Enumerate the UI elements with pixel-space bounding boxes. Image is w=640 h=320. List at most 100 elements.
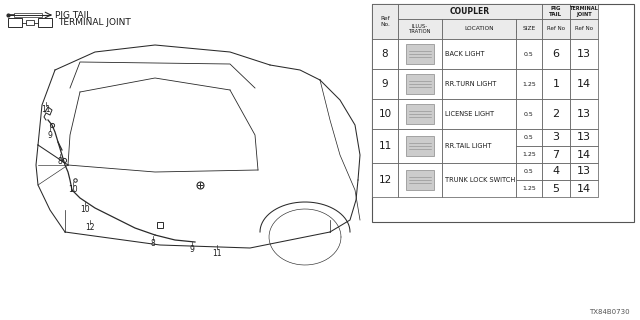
Bar <box>372 129 398 163</box>
Text: BACK LIGHT: BACK LIGHT <box>445 51 484 57</box>
Text: 14: 14 <box>577 183 591 194</box>
Bar <box>542 39 570 69</box>
Bar <box>570 19 598 39</box>
Text: 8: 8 <box>381 49 388 59</box>
Bar <box>406 74 434 94</box>
Text: TERMINAL JOINT: TERMINAL JOINT <box>58 18 131 27</box>
Bar <box>372 4 634 222</box>
Bar <box>516 39 542 69</box>
Bar <box>14 13 42 17</box>
Text: 2: 2 <box>552 109 559 119</box>
Bar <box>542 163 570 180</box>
Bar <box>398 19 442 39</box>
Text: 3: 3 <box>552 132 559 142</box>
Bar <box>442 99 516 129</box>
Text: 1: 1 <box>552 79 559 89</box>
Text: RR.TAIL LIGHT: RR.TAIL LIGHT <box>445 143 492 149</box>
Text: RR.TURN LIGHT: RR.TURN LIGHT <box>445 81 497 87</box>
Bar <box>570 99 598 129</box>
Bar <box>542 180 570 197</box>
Bar <box>570 39 598 69</box>
Bar <box>372 99 398 129</box>
Text: 11: 11 <box>212 249 221 258</box>
Bar <box>398 39 442 69</box>
Text: 0.5: 0.5 <box>524 169 534 174</box>
Bar <box>406 170 434 190</box>
Bar <box>442 19 516 39</box>
Text: FR.: FR. <box>500 25 520 35</box>
Text: 12: 12 <box>378 175 392 185</box>
Text: 14: 14 <box>577 79 591 89</box>
Bar <box>542 99 570 129</box>
Text: PIG
TAIL: PIG TAIL <box>549 6 563 17</box>
Text: 8: 8 <box>150 239 156 249</box>
Bar <box>442 129 516 163</box>
Text: 0.5: 0.5 <box>524 135 534 140</box>
Bar <box>570 146 598 163</box>
Bar <box>406 136 434 156</box>
Bar <box>570 163 598 180</box>
Text: LICENSE LIGHT: LICENSE LIGHT <box>445 111 494 117</box>
Text: SIZE: SIZE <box>522 27 536 31</box>
Bar <box>516 146 542 163</box>
Bar <box>570 4 598 19</box>
Text: TERMINAL
JOINT: TERMINAL JOINT <box>570 6 598 17</box>
Bar <box>442 69 516 99</box>
Text: 7: 7 <box>552 149 559 159</box>
Text: 9: 9 <box>189 245 195 254</box>
Text: ILLUS-
TRATION: ILLUS- TRATION <box>409 24 431 34</box>
Bar <box>26 20 34 25</box>
Text: 13: 13 <box>577 132 591 142</box>
Text: Ref
No.: Ref No. <box>380 16 390 27</box>
Bar <box>406 104 434 124</box>
Bar <box>372 4 398 39</box>
Text: 6: 6 <box>552 49 559 59</box>
Text: 0.5: 0.5 <box>524 52 534 57</box>
Bar <box>570 69 598 99</box>
Bar <box>398 99 442 129</box>
Text: Ref No: Ref No <box>547 27 565 31</box>
Bar <box>516 69 542 99</box>
Text: 10: 10 <box>80 205 90 214</box>
Text: 1.25: 1.25 <box>522 152 536 157</box>
Text: COUPLER: COUPLER <box>450 7 490 16</box>
Bar <box>516 129 542 146</box>
Text: 11: 11 <box>378 141 392 151</box>
Text: 13: 13 <box>577 49 591 59</box>
Bar <box>542 69 570 99</box>
Text: LOCATION: LOCATION <box>464 27 494 31</box>
Text: 1.25: 1.25 <box>522 82 536 86</box>
Bar <box>398 163 442 197</box>
Text: 8: 8 <box>58 157 62 166</box>
Bar <box>570 180 598 197</box>
Bar <box>542 19 570 39</box>
Bar <box>516 163 542 180</box>
Bar <box>398 129 442 163</box>
Text: 9: 9 <box>47 131 52 140</box>
Text: 0.5: 0.5 <box>524 111 534 116</box>
Text: TRUNK LOCK SWITCH: TRUNK LOCK SWITCH <box>445 177 515 183</box>
Text: 5: 5 <box>552 183 559 194</box>
Bar <box>372 39 398 69</box>
Text: 10: 10 <box>378 109 392 119</box>
Bar <box>570 129 598 146</box>
Bar <box>406 44 434 64</box>
Bar <box>398 4 542 19</box>
Bar <box>442 39 516 69</box>
Text: 4: 4 <box>552 166 559 177</box>
Bar <box>516 180 542 197</box>
Text: 14: 14 <box>577 149 591 159</box>
Bar <box>542 146 570 163</box>
Text: 12: 12 <box>85 223 95 233</box>
Text: 1.25: 1.25 <box>522 186 536 191</box>
Bar <box>372 163 398 197</box>
Bar <box>542 129 570 146</box>
Text: 13: 13 <box>577 109 591 119</box>
Bar <box>8 18 22 27</box>
Text: 9: 9 <box>381 79 388 89</box>
Text: TX84B0730: TX84B0730 <box>589 309 630 315</box>
Bar <box>516 99 542 129</box>
Bar <box>442 163 516 197</box>
Text: Ref No: Ref No <box>575 27 593 31</box>
Bar <box>516 19 542 39</box>
